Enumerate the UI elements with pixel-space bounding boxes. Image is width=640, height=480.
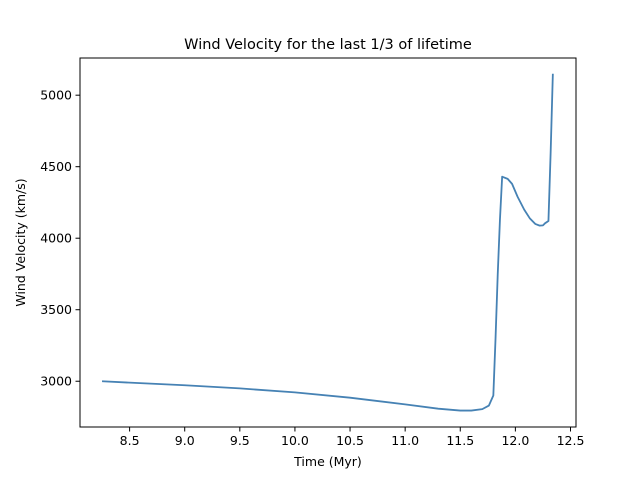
x-tick-label: 9.0 [175,433,195,448]
y-tick-label: 4500 [40,159,72,174]
x-tick-label: 10.0 [281,433,309,448]
axes-frame [79,57,577,428]
y-axis-label: Wind Velocity (km/s) [13,178,28,306]
x-axis-label: Time (Myr) [293,454,362,469]
y-tick-label: 3000 [40,374,72,389]
y-tick-label: 3500 [40,302,72,317]
x-tick-label: 12.0 [501,433,529,448]
y-tick-label: 4000 [40,231,72,246]
y-tick-label: 5000 [40,88,72,103]
x-tick-label: 11.5 [446,433,474,448]
x-axis: 8.5 9.0 9.5 10.0 10.5 11.0 11.5 12.0 12.5 [120,427,585,448]
chart-title: Wind Velocity for the last 1/3 of lifeti… [184,37,472,53]
x-tick-label: 8.5 [120,433,140,448]
x-tick-label: 10.5 [336,433,364,448]
series-line-0 [101,73,554,412]
plot-area [101,73,554,412]
x-tick-label: 12.5 [557,433,585,448]
x-tick-label: 11.0 [391,433,419,448]
y-axis: 3000 3500 4000 4500 5000 [40,88,80,389]
x-tick-label: 9.5 [230,433,250,448]
